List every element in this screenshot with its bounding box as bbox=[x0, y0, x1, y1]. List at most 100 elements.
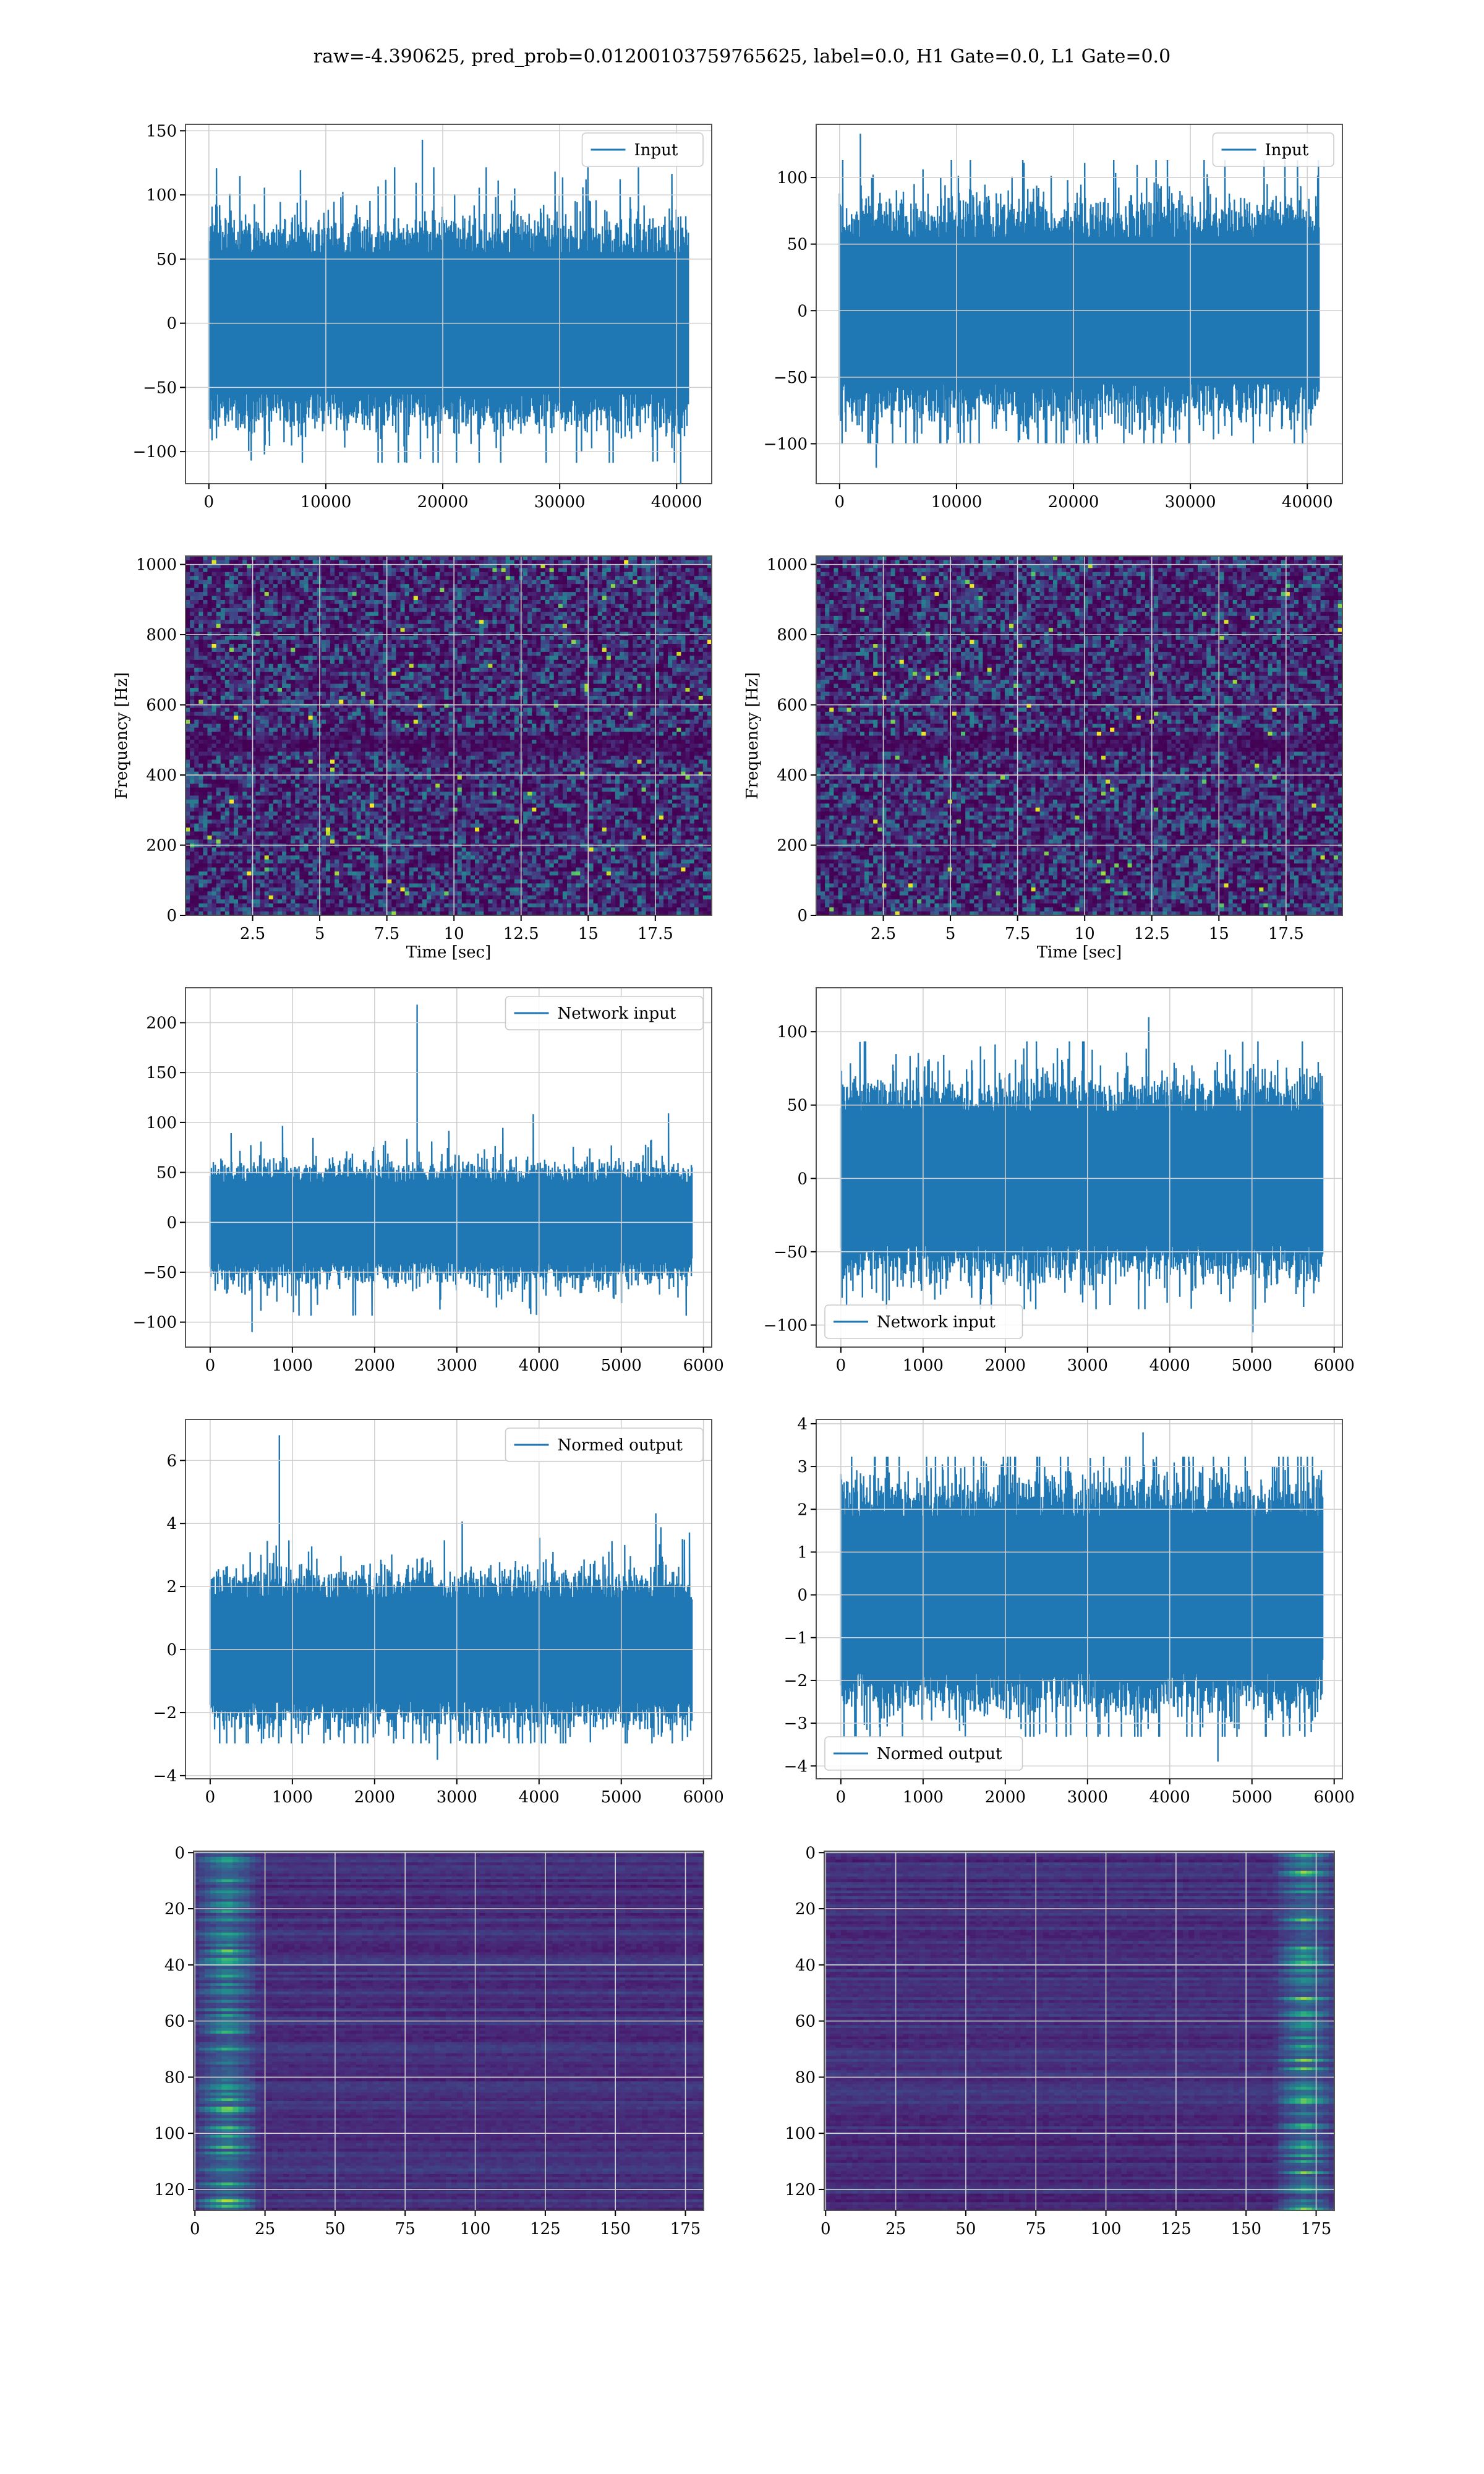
y-tick-label: 0 bbox=[797, 907, 808, 925]
legend-box bbox=[1212, 132, 1334, 167]
y-axis-label: Frequency [Hz] bbox=[743, 672, 762, 800]
x-tick-label: 15 bbox=[578, 925, 599, 943]
x-tick-label: 3000 bbox=[437, 1788, 477, 1807]
figure-title: raw=-4.390625, pred_prob=0.0120010375976… bbox=[313, 46, 1171, 67]
axes-frame bbox=[816, 555, 1343, 916]
legend-label: Normed output bbox=[877, 1745, 1002, 1763]
legend: Normed output bbox=[824, 1736, 1023, 1771]
x-tick-label: 1000 bbox=[903, 1356, 944, 1375]
y-tick-label: −1 bbox=[784, 1629, 808, 1648]
y-tick-label: 80 bbox=[164, 2068, 185, 2087]
subplot-r1-right: 0 10000 20000 30000 40000 −100 −50 0 50 100 Input bbox=[764, 124, 1343, 511]
y-tick-label: 100 bbox=[146, 186, 177, 205]
legend-box bbox=[824, 1736, 1023, 1771]
y-tick-label: 600 bbox=[777, 696, 808, 715]
y-tick-label: 0 bbox=[166, 1641, 177, 1659]
x-tick-label: 10000 bbox=[301, 493, 352, 511]
plot-area bbox=[838, 134, 1320, 468]
x-tick-label: 75 bbox=[395, 2220, 416, 2238]
y-tick-label: −100 bbox=[133, 443, 177, 461]
axes-frame bbox=[816, 124, 1343, 484]
x-tick-label: 75 bbox=[1026, 2220, 1046, 2238]
y-tick-label: 120 bbox=[785, 2181, 816, 2199]
axes-frame bbox=[816, 1419, 1343, 1779]
axes-frame bbox=[193, 1851, 704, 2211]
x-tick-label: 7.5 bbox=[1005, 925, 1030, 943]
y-tick-label: −50 bbox=[774, 369, 808, 387]
x-tick-label: 0 bbox=[205, 1788, 216, 1807]
x-tick-label: 0 bbox=[836, 1788, 846, 1807]
y-tick-label: 40 bbox=[164, 1956, 185, 1975]
y-tick-label: −3 bbox=[784, 1714, 808, 1733]
x-tick-label: 40000 bbox=[651, 493, 702, 511]
x-tick-label: 6000 bbox=[683, 1788, 724, 1807]
x-tick-label: 4000 bbox=[1149, 1788, 1190, 1807]
x-tick-label: 4000 bbox=[519, 1788, 560, 1807]
y-tick-label: 40 bbox=[795, 1956, 816, 1975]
axes-frame bbox=[824, 1851, 1335, 2211]
x-axis-label: Time [sec] bbox=[406, 943, 492, 962]
x-tick-label: 7.5 bbox=[374, 925, 399, 943]
y-tick-label: 50 bbox=[787, 1097, 808, 1115]
y-tick-label: 0 bbox=[174, 1844, 185, 1862]
x-tick-label: 150 bbox=[1230, 2220, 1261, 2238]
x-tick-label: 1000 bbox=[272, 1788, 313, 1807]
y-tick-label: 200 bbox=[146, 837, 177, 855]
y-tick-label: 2 bbox=[166, 1578, 177, 1596]
x-tick-label: 15 bbox=[1209, 925, 1229, 943]
x-tick-label: 100 bbox=[460, 2220, 491, 2238]
x-tick-label: 12.5 bbox=[503, 925, 539, 943]
plot-area bbox=[209, 1435, 693, 1760]
x-tick-label: 2000 bbox=[985, 1788, 1026, 1807]
x-tick-label: 30000 bbox=[534, 493, 586, 511]
x-tick-label: 5000 bbox=[1232, 1356, 1273, 1375]
plot-area bbox=[840, 1017, 1324, 1333]
x-tick-label: 3000 bbox=[1067, 1788, 1108, 1807]
y-tick-label: 0 bbox=[797, 1586, 808, 1605]
x-tick-label: 5 bbox=[945, 925, 956, 943]
y-tick-label: 4 bbox=[797, 1415, 808, 1434]
y-tick-label: 0 bbox=[166, 907, 177, 925]
y-tick-label: 1 bbox=[797, 1543, 808, 1562]
x-tick-label: 2.5 bbox=[240, 925, 265, 943]
x-tick-label: 6000 bbox=[1314, 1356, 1355, 1375]
x-tick-label: 4000 bbox=[519, 1356, 560, 1375]
subplot-r2-left: 2.5 5 7.5 10 12.5 15 17.5 0 200 400 600 800 1000 Time… bbox=[113, 555, 712, 962]
x-tick-label: 125 bbox=[1161, 2220, 1192, 2238]
subplot-r5-left: 0 25 50 75 100 125 150 175 0 20 40 60 80 100 120 bbox=[154, 1844, 704, 2238]
y-tick-label: 150 bbox=[146, 1064, 177, 1082]
legend-box bbox=[505, 1427, 704, 1462]
y-tick-label: 50 bbox=[156, 1164, 177, 1183]
x-tick-label: 5000 bbox=[601, 1788, 642, 1807]
y-tick-label: 120 bbox=[154, 2181, 185, 2199]
x-tick-label: 17.5 bbox=[638, 925, 673, 943]
y-tick-label: 4 bbox=[166, 1515, 177, 1533]
axes-frame bbox=[185, 555, 712, 916]
y-tick-label: −100 bbox=[764, 1316, 808, 1335]
series-line bbox=[209, 1004, 693, 1332]
x-tick-label: 30000 bbox=[1165, 493, 1216, 511]
legend-box bbox=[581, 132, 704, 167]
x-tick-label: 4000 bbox=[1149, 1356, 1190, 1375]
y-tick-label: 0 bbox=[797, 302, 808, 320]
y-tick-label: 1000 bbox=[136, 556, 177, 575]
y-tick-label: −100 bbox=[764, 435, 808, 453]
y-tick-label: 50 bbox=[787, 236, 808, 254]
y-tick-label: 0 bbox=[805, 1844, 816, 1862]
y-tick-label: 20 bbox=[795, 1900, 816, 1919]
axes-frame bbox=[816, 987, 1343, 1348]
y-tick-label: −50 bbox=[143, 1264, 177, 1282]
axes-frame bbox=[185, 1419, 712, 1779]
y-tick-label: −4 bbox=[153, 1767, 177, 1786]
y-tick-label: 0 bbox=[166, 315, 177, 333]
legend-label: Input bbox=[1265, 141, 1309, 160]
x-tick-label: 10000 bbox=[931, 493, 983, 511]
x-tick-label: 2000 bbox=[354, 1356, 395, 1375]
y-tick-label: 80 bbox=[795, 2068, 816, 2087]
axes-frame bbox=[185, 124, 712, 484]
x-tick-label: 125 bbox=[530, 2220, 561, 2238]
legend-label: Input bbox=[634, 141, 678, 160]
y-tick-label: 800 bbox=[146, 626, 177, 644]
x-tick-label: 50 bbox=[325, 2220, 345, 2238]
